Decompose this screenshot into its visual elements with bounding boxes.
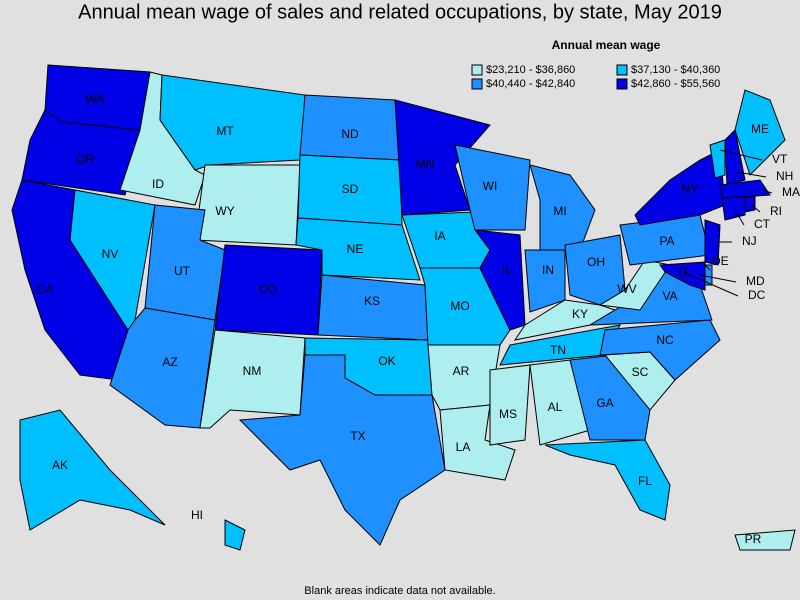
- state-label: ME: [751, 122, 769, 136]
- legend-label: $40,440 - $42,840: [486, 78, 575, 90]
- title: Annual mean wage of sales and related oc…: [78, 1, 722, 23]
- leader-line: [761, 189, 773, 194]
- state-label: MO: [450, 299, 469, 313]
- state-area: [21, 109, 141, 196]
- state-area: [724, 128, 746, 186]
- state-area: [454, 144, 531, 231]
- state-label: KY: [572, 307, 588, 321]
- state-area: [109, 307, 216, 429]
- state-label: UT: [174, 264, 191, 278]
- state-area: [709, 139, 726, 179]
- state-label: NJ: [742, 234, 757, 248]
- state-area: [19, 409, 166, 531]
- state-label: WI: [483, 179, 498, 193]
- state-label: NC: [656, 333, 674, 347]
- state-label: DE: [712, 254, 729, 268]
- state-label: AR: [453, 364, 470, 378]
- state-label: WY: [215, 204, 234, 218]
- state-area: [194, 164, 301, 246]
- state-label: AL: [548, 400, 563, 414]
- state-label: PA: [659, 234, 674, 248]
- footnote: Blank areas indicate data not available.: [304, 585, 495, 597]
- state-label: ID: [152, 177, 164, 191]
- state-label: VT: [772, 152, 788, 166]
- state-area: [719, 179, 771, 199]
- state-area: [721, 196, 746, 221]
- state-area: [744, 196, 756, 213]
- leader-line: [701, 261, 711, 271]
- states: WA OR CA ID NV MT WY UT AZ CO NM ND SD NE KS OK TX MN IA MO…: [11, 64, 800, 551]
- state-label: CA: [37, 282, 54, 296]
- legend-label: $37,130 - $40,360: [631, 64, 720, 76]
- state-area: [734, 89, 786, 176]
- legend-swatch: [471, 78, 483, 90]
- state-area: [704, 219, 721, 266]
- state-label: DC: [748, 288, 766, 302]
- state-area: [238, 354, 446, 546]
- state-label: NY: [682, 182, 699, 196]
- legend-swatch: [471, 64, 483, 76]
- state-area: [564, 234, 626, 306]
- legend-swatch: [616, 64, 628, 76]
- state-label: AK: [52, 458, 68, 472]
- state-label: PR: [745, 532, 762, 546]
- state-label: OR: [76, 152, 94, 166]
- state-label: MI: [553, 204, 566, 218]
- state-label: CT: [754, 217, 771, 231]
- state-area: [224, 519, 246, 551]
- state-label: HI: [191, 508, 203, 522]
- state-label: WA: [86, 92, 105, 106]
- state-label: ND: [341, 127, 359, 141]
- state-label: LA: [456, 440, 471, 454]
- state-label: IL: [502, 263, 512, 277]
- state-label: MT: [216, 124, 234, 138]
- state-label: CO: [259, 282, 277, 296]
- leader-line: [719, 149, 763, 161]
- state-label: KS: [364, 294, 380, 308]
- state-area: [634, 149, 726, 226]
- state-label: RI: [770, 204, 782, 218]
- legend-label: $42,860 - $55,560: [631, 78, 720, 90]
- state-area: [544, 439, 671, 521]
- state-label: NE: [347, 242, 364, 256]
- state-label: IA: [434, 229, 445, 243]
- state-area: [598, 259, 671, 311]
- state-label: TX: [350, 429, 365, 443]
- state-label: OH: [587, 255, 605, 269]
- legend-label: $23,210 - $36,860: [486, 64, 575, 76]
- state-area: [489, 364, 531, 446]
- state-label: NH: [776, 169, 793, 183]
- state-label: IN: [542, 263, 554, 277]
- state-label: WV: [617, 282, 636, 296]
- state-label: GA: [596, 396, 613, 410]
- state-label: OK: [378, 354, 395, 368]
- state-label: VA: [662, 289, 677, 303]
- state-label: MA: [782, 185, 800, 199]
- legend-swatch: [616, 78, 628, 90]
- state-label: MD: [746, 274, 765, 288]
- state-label: NM: [243, 364, 262, 378]
- state-area: [473, 229, 526, 331]
- state-label: MS: [499, 407, 517, 421]
- state-area: [734, 529, 796, 551]
- leader-line: [734, 209, 745, 226]
- state-label: AZ: [162, 355, 177, 369]
- state-label: SD: [342, 182, 359, 196]
- legend: $23,210 - $36,860 $37,130 - $40,360 $40,44…: [471, 64, 720, 90]
- leader-line: [682, 271, 739, 297]
- state-label: SC: [632, 365, 649, 379]
- state-label: MN: [416, 157, 435, 171]
- legend-title: Annual mean wage: [552, 38, 661, 52]
- leader-line: [736, 171, 767, 178]
- state-area: [599, 319, 721, 381]
- state-area: [394, 99, 491, 216]
- state-label: NV: [102, 247, 119, 261]
- leader-line: [699, 274, 737, 283]
- state-label: FL: [638, 474, 652, 488]
- state-label: TN: [550, 343, 566, 357]
- leader-line: [751, 204, 761, 213]
